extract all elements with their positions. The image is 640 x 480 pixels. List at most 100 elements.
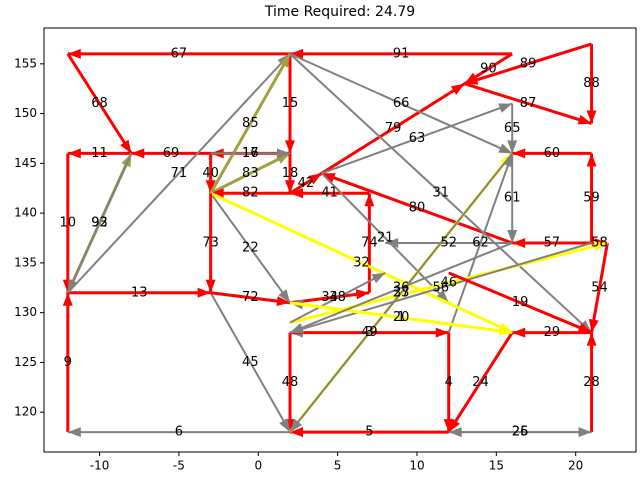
edge [210, 291, 291, 305]
arrowhead [512, 327, 526, 338]
edge-label: 10 [60, 216, 77, 231]
arrowhead [448, 418, 460, 433]
arrowhead [279, 53, 291, 68]
edge-label: 49 [361, 325, 378, 340]
edge-label: 67 [171, 46, 188, 61]
edge-label: 22 [242, 240, 259, 255]
arrowhead [210, 188, 224, 199]
arrowhead [464, 72, 479, 84]
y-tick-label: 140 [14, 206, 37, 220]
arrowhead [67, 278, 78, 293]
arrowhead [507, 140, 518, 154]
arrowhead [385, 237, 399, 248]
edge-label: 13 [131, 285, 148, 300]
edge-label: 69 [163, 146, 180, 161]
edge [66, 53, 133, 155]
edge [210, 191, 513, 334]
edge-label: 63 [409, 131, 426, 146]
arrowhead [371, 272, 386, 284]
edge-label: 18 [282, 166, 299, 181]
arrowhead [578, 320, 592, 333]
arrowhead [436, 289, 449, 303]
y-tick-label: 120 [14, 405, 37, 419]
edge [209, 152, 291, 195]
edge [464, 42, 593, 86]
arrowhead [290, 188, 304, 199]
edge-label: 52 [440, 235, 457, 250]
edge-label: 3 [365, 325, 373, 340]
edge-label: 33 [393, 285, 410, 300]
edge-label: 72 [242, 290, 259, 305]
edge [321, 171, 513, 245]
arrowhead [290, 418, 303, 433]
arrowhead [197, 287, 211, 298]
arrowhead [308, 173, 322, 185]
chart-title: Time Required: 24.79 [264, 4, 415, 20]
edge-label: 83 [242, 166, 259, 181]
edge-label: 9 [64, 355, 72, 370]
y-tick-label: 125 [14, 355, 37, 369]
edge-label: 26 [512, 425, 529, 440]
arrowhead [321, 173, 336, 183]
arrowhead [577, 114, 592, 125]
edge-label: 48 [282, 375, 299, 390]
arrowhead [120, 139, 132, 154]
arrowhead [67, 427, 81, 438]
edge-label: 4 [445, 375, 453, 390]
edge-label: 57 [544, 235, 561, 250]
arrowhead [131, 148, 145, 159]
arrowhead [205, 180, 216, 194]
y-tick-label: 135 [14, 255, 37, 269]
edge [289, 152, 513, 433]
edge-label: 19 [512, 295, 529, 310]
edge [320, 82, 466, 175]
x-tick-label: 0 [254, 459, 262, 473]
edge-label: 20 [393, 310, 410, 325]
edge-label: 85 [242, 116, 259, 131]
edge-label: 62 [472, 235, 489, 250]
x-tick-label: -10 [90, 459, 110, 473]
edge-label: 42 [298, 176, 315, 191]
edge-label: 89 [520, 56, 537, 71]
arrowhead [285, 180, 296, 194]
arrowhead [277, 148, 291, 159]
edge-label: 82 [242, 186, 259, 201]
y-tick-label: 145 [14, 156, 37, 170]
edge-label: 79 [385, 121, 402, 136]
edge [209, 53, 292, 194]
arrowhead [278, 289, 291, 303]
edge-label: 15 [282, 96, 299, 111]
edge-label: 91 [393, 46, 410, 61]
edge-label: 21 [377, 231, 394, 246]
edge-label: 59 [583, 191, 600, 206]
arrowhead [498, 103, 513, 113]
arrowhead [588, 318, 599, 333]
arrowhead [507, 229, 518, 243]
edge-label: 11 [91, 146, 108, 161]
axes-frame [43, 27, 637, 453]
arrowhead [67, 148, 81, 159]
edge-label: 36 [393, 280, 410, 295]
arrowhead [577, 322, 592, 333]
edge-label: 56 [433, 280, 450, 295]
x-tick-label: 20 [568, 459, 583, 473]
edge-label: 54 [591, 280, 608, 295]
arrowhead [285, 140, 296, 154]
edge-label: 65 [504, 121, 521, 136]
arrowhead [512, 148, 526, 159]
edge-label: 16 [242, 146, 259, 161]
edge [289, 242, 513, 334]
arrowhead [364, 193, 375, 207]
arrowhead [435, 327, 449, 338]
edge-label: 92 [91, 216, 108, 231]
edge [289, 301, 513, 335]
edge-label: 71 [171, 166, 188, 181]
edge-label: 17 [242, 146, 259, 161]
edge [590, 242, 609, 333]
y-tick-label: 155 [14, 56, 37, 70]
arrowhead [62, 292, 73, 306]
edge-label: 68 [91, 96, 108, 111]
edge [464, 82, 593, 125]
